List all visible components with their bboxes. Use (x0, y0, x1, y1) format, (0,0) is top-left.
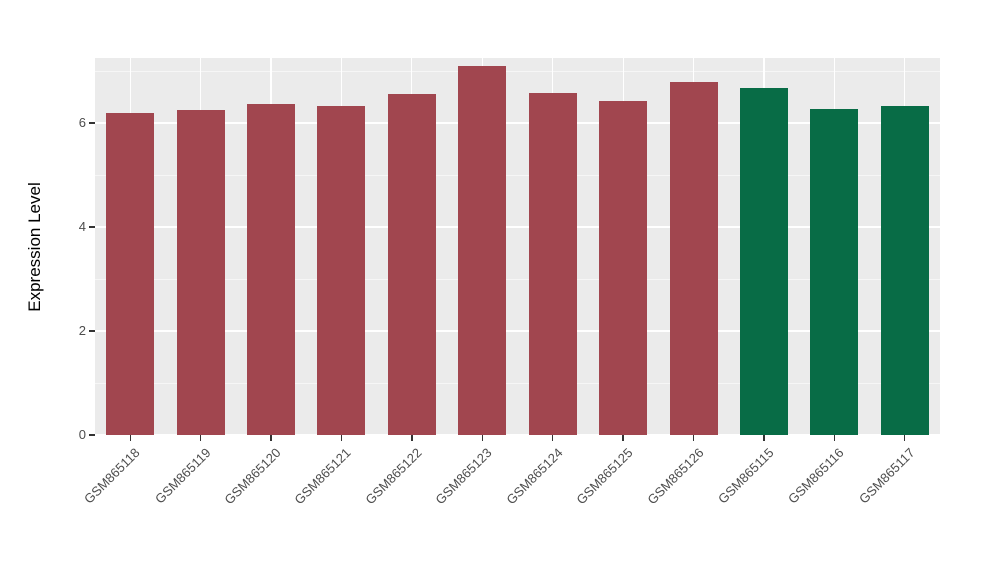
x-tick-label-GSM865118: GSM865118 (81, 445, 143, 507)
x-tick-label-GSM865125: GSM865125 (573, 445, 636, 508)
y-tick-mark (89, 330, 95, 332)
x-tick-mark (270, 435, 272, 441)
x-tick-mark (552, 435, 554, 441)
bar-GSM865124 (528, 93, 577, 435)
gridline-minor (95, 383, 940, 384)
y-tick-label: 2 (78, 323, 86, 338)
x-tick-mark (129, 435, 131, 441)
x-tick-mark (340, 435, 343, 441)
x-tick-mark (411, 435, 413, 441)
x-tick-label-GSM865115: GSM865115 (715, 445, 777, 507)
x-tick-label-GSM865126: GSM865126 (643, 445, 707, 508)
x-tick-mark (904, 435, 906, 441)
x-tick-mark (622, 435, 624, 441)
x-tick-label-GSM865119: GSM865119 (151, 445, 214, 507)
y-tick-label: 6 (78, 115, 86, 130)
x-tick-label-GSM865120: GSM865120 (221, 445, 284, 508)
bar-GSM865116 (810, 108, 859, 435)
x-tick-label-GSM865122: GSM865122 (362, 445, 425, 508)
gridline-major (95, 226, 940, 228)
x-tick-mark (833, 435, 836, 441)
bar-GSM865119 (176, 110, 225, 435)
x-tick-label-GSM865116: GSM865116 (785, 445, 847, 507)
plot-panel (95, 58, 940, 435)
x-tick-label-GSM865117: GSM865117 (855, 445, 918, 507)
gridline-major (95, 434, 940, 435)
gridline-minor (95, 71, 940, 72)
bar-GSM865123 (458, 65, 507, 435)
x-tick-mark (481, 435, 483, 441)
x-tick-label-GSM865121: GSM865121 (291, 445, 355, 508)
x-tick-mark (199, 435, 202, 441)
y-tick-mark (89, 434, 95, 436)
bar-GSM865126 (669, 82, 718, 435)
y-tick-mark (89, 226, 95, 228)
bar-GSM865121 (317, 105, 366, 435)
bar-GSM865125 (599, 101, 648, 435)
y-tick-label: 4 (78, 219, 86, 234)
gridline-major (95, 330, 940, 332)
x-tick-label-GSM865124: GSM865124 (503, 445, 566, 508)
x-tick-mark (692, 435, 695, 441)
y-tick-mark (89, 122, 95, 124)
bar-GSM865115 (739, 87, 788, 435)
x-tick-mark (763, 435, 765, 441)
x-tick-label-GSM865123: GSM865123 (432, 445, 495, 508)
bar-GSM865117 (880, 105, 929, 435)
y-tick-label: 0 (78, 427, 86, 442)
bar-GSM865118 (106, 112, 155, 435)
gridline-minor (95, 279, 940, 280)
gridline-major (95, 122, 940, 124)
bar-GSM865122 (387, 94, 436, 435)
bar-GSM865120 (247, 103, 296, 435)
gridline-minor (95, 175, 940, 176)
y-axis-title: Expression Level (25, 182, 44, 312)
